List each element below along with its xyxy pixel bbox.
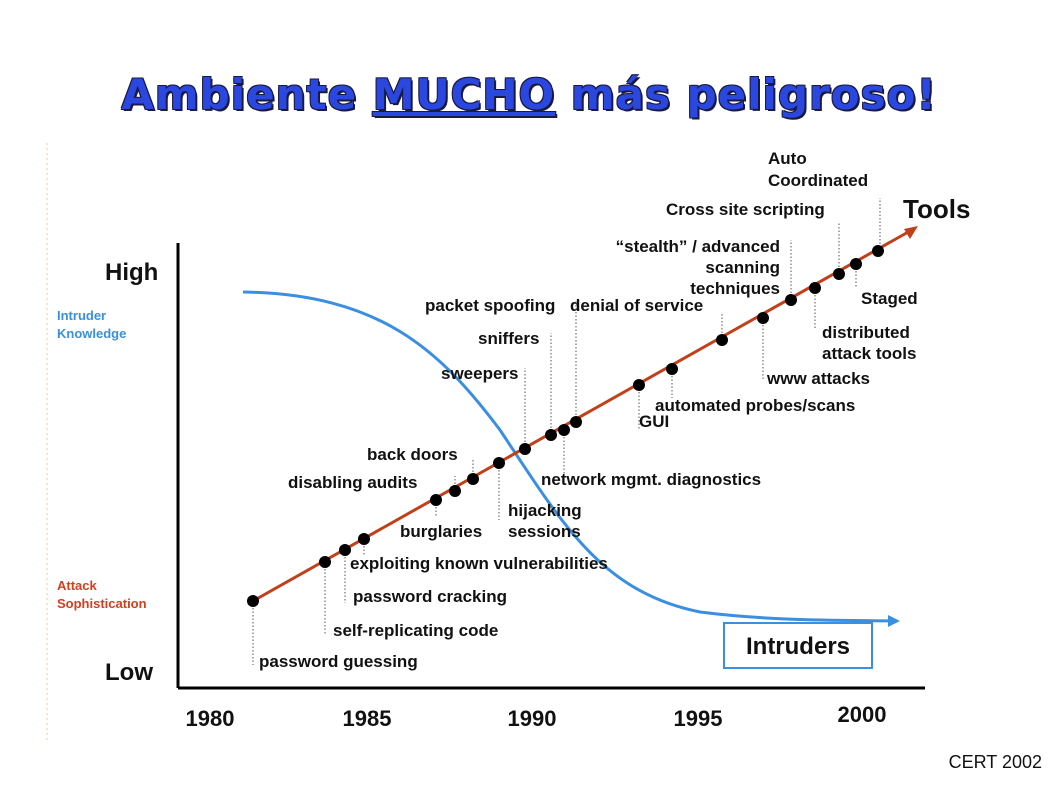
title-part: Ambiente xyxy=(121,70,373,119)
annotation: Auto xyxy=(768,149,807,168)
series-label: Tools xyxy=(903,194,970,224)
year-label: 2000 xyxy=(838,702,887,727)
source: CERT 2002 xyxy=(948,752,1042,772)
axis-label: Intruder xyxy=(57,308,106,323)
annotation: “stealth” / advanced xyxy=(616,237,780,256)
title-part: más peligroso! xyxy=(555,70,937,119)
annotation: exploiting known vulnerabilities xyxy=(350,554,608,573)
annotation: hijacking xyxy=(508,501,582,520)
dots xyxy=(247,245,884,607)
annotation: burglaries xyxy=(400,522,482,541)
title: Ambiente MUCHO más peligroso! xyxy=(0,70,1058,119)
annotation: scanning xyxy=(705,258,780,277)
annotation: attack tools xyxy=(822,344,916,363)
annotation: Staged xyxy=(861,289,918,308)
axis-label: Sophistication xyxy=(57,596,147,611)
annotation: password guessing xyxy=(259,652,418,671)
annotation: GUI xyxy=(639,412,669,431)
labels: High Low Intruder Knowledge Attack Sophistica… xyxy=(57,149,970,731)
annotation: network mgmt. diagnostics xyxy=(541,470,761,489)
annotation: sweepers xyxy=(441,364,519,383)
annotation: self-replicating code xyxy=(333,621,498,640)
axis-label: Low xyxy=(105,659,153,686)
annotation: password cracking xyxy=(353,587,507,606)
annotation: distributed xyxy=(822,323,910,342)
year-label: 1985 xyxy=(343,706,392,731)
arrow-head xyxy=(904,226,918,239)
axis-label: High xyxy=(105,259,158,286)
annotation: techniques xyxy=(690,279,780,298)
title-emphasis: MUCHO xyxy=(372,70,556,119)
axis-label: Knowledge xyxy=(57,326,126,341)
year-label: 1980 xyxy=(186,706,235,731)
annotation: www attacks xyxy=(766,369,870,388)
annotation: sniffers xyxy=(478,329,539,348)
year-label: 1995 xyxy=(674,706,723,731)
annotation: Cross site scripting xyxy=(666,200,825,219)
arrow-head xyxy=(888,615,900,627)
intruders-curve xyxy=(242,290,896,623)
annotation: back doors xyxy=(367,445,458,464)
year-label: 1990 xyxy=(508,706,557,731)
axis-label: Attack xyxy=(57,578,98,593)
annotation: packet spoofing xyxy=(425,296,555,315)
annotation: sessions xyxy=(508,522,581,541)
annotation: disabling audits xyxy=(288,473,417,492)
annotation: denial of service xyxy=(570,296,703,315)
annotation: Coordinated xyxy=(768,171,868,190)
annotation: automated probes/scans xyxy=(655,396,855,415)
intruders-box xyxy=(723,622,873,669)
series-label: Intruders xyxy=(746,633,850,660)
